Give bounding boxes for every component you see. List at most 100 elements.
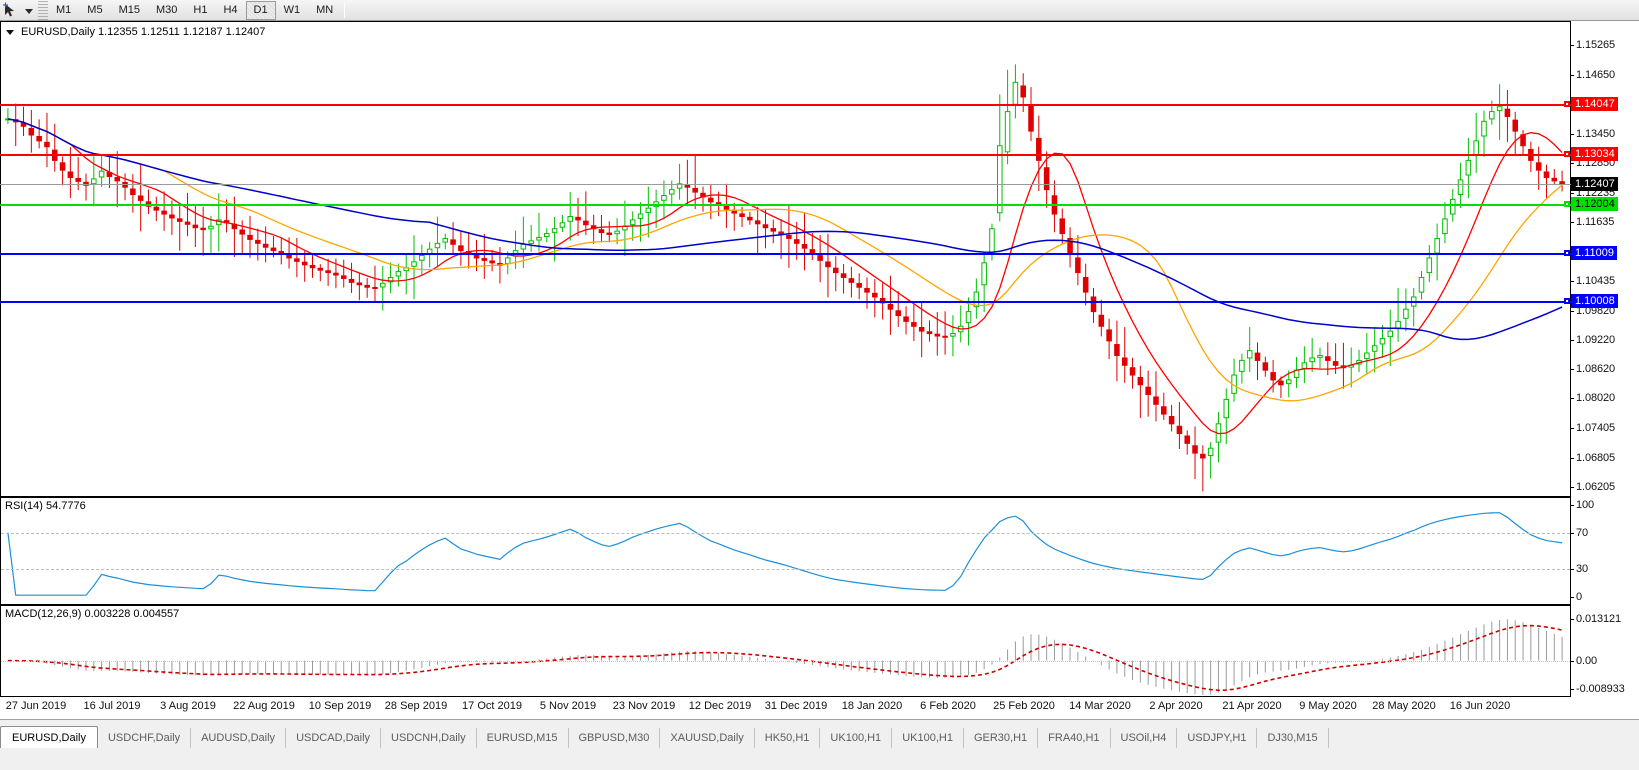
macd-indicator-panel[interactable]: MACD(12,26,9) 0.003228 0.004557	[0, 605, 1571, 697]
price-level-tag-black[interactable]: 1.12407	[1571, 177, 1618, 192]
price-axis-label: 1.10435	[1576, 274, 1616, 287]
price-axis-line	[1570, 21, 1571, 497]
level-handle[interactable]	[1564, 298, 1570, 305]
time-axis-label: 18 Jan 2020	[841, 700, 903, 712]
time-axis-label: 21 Apr 2020	[1222, 700, 1282, 712]
time-x-axis[interactable]: 27 Jun 2019 16 Jul 2019 3 Aug 2019 22 Aug 2…	[0, 697, 1639, 719]
price-tick	[1570, 75, 1574, 76]
level-line-resistance[interactable]	[0, 104, 1571, 107]
time-axis-label: 16 Jun 2020	[1449, 700, 1511, 712]
macd-tick	[1570, 660, 1574, 662]
price-level-tag-red[interactable]: 1.14047	[1571, 97, 1618, 112]
price-tick	[1570, 398, 1574, 400]
rsi-axis-label: 30	[1576, 563, 1589, 576]
candlestick-plot	[5, 64, 1565, 492]
price-chart-panel[interactable]	[0, 21, 1571, 497]
time-axis-label: 31 Dec 2019	[764, 700, 828, 712]
ma-mid-line	[7, 118, 1563, 402]
time-axis-label: 5 Nov 2019	[539, 700, 597, 712]
toolbar-separator	[344, 2, 346, 18]
price-tick	[1570, 339, 1574, 341]
chart-tab-dj30-m15[interactable]: DJ30,M15	[1257, 728, 1329, 748]
chart-tab-uk100-h1[interactable]: UK100,H1	[820, 728, 893, 748]
time-axis-label: 3 Aug 2019	[160, 700, 216, 712]
macd-label: MACD(12,26,9) 0.003228 0.004557	[5, 608, 180, 620]
time-axis-label: 25 Feb 2020	[993, 700, 1055, 712]
price-y-axis[interactable]: 1.15265 1.14650 1.13450 1.12850 1.12235 1.116…	[1570, 21, 1639, 497]
price-axis-label: 1.14650	[1576, 69, 1616, 81]
timeframe-button-h1[interactable]: H1	[193, 4, 208, 16]
macd-axis-label: 0.013121	[1576, 613, 1622, 625]
rsi-axis-label: 0	[1576, 591, 1583, 603]
level-handle[interactable]	[1564, 249, 1570, 256]
level-handle[interactable]	[1564, 201, 1570, 208]
timeframe-button-m30[interactable]: M30	[155, 4, 178, 16]
rsi-level-line	[1, 532, 1570, 534]
price-tick	[1570, 222, 1574, 224]
time-axis-label: 16 Jul 2019	[83, 700, 141, 712]
price-tick	[1570, 192, 1574, 194]
time-axis-label: 22 Aug 2019	[233, 700, 295, 712]
time-axis-label: 2 Apr 2020	[1149, 700, 1203, 712]
chart-tab-eurusd-daily[interactable]: EURUSD,Daily	[0, 726, 98, 748]
ma-fast-line	[7, 118, 1563, 435]
chevron-down-icon[interactable]	[22, 1, 36, 20]
chart-tab-xauusd-daily[interactable]: XAUUSD,Daily	[660, 728, 755, 748]
chart-tab-usdcad-daily[interactable]: USDCAD,Daily	[286, 728, 382, 748]
rsi-axis-label: 70	[1576, 526, 1589, 539]
timeframe-button-m1[interactable]: M1	[56, 4, 72, 16]
rsi-label: RSI(14) 54.7776	[5, 500, 86, 512]
chart-tab-hk50-h1[interactable]: HK50,H1	[755, 728, 821, 748]
level-line-resistance[interactable]	[0, 153, 1571, 156]
chart-tab-usdjpy-h1[interactable]: USDJPY,H1	[1177, 728, 1258, 748]
timeframe-button-d1[interactable]: D1	[245, 0, 276, 20]
price-axis-label: 1.09220	[1576, 333, 1616, 346]
chart-tab-usoil-h4[interactable]: USOil,H4	[1111, 728, 1178, 748]
level-handle[interactable]	[1564, 101, 1570, 108]
level-line-current-price[interactable]	[0, 184, 1571, 186]
timeframe-button-m5[interactable]: M5	[87, 4, 103, 16]
rsi-y-axis[interactable]: 100 70 30 0	[1570, 497, 1639, 605]
price-level-tag-green[interactable]: 1.12004	[1571, 197, 1618, 212]
level-line-support[interactable]	[0, 252, 1571, 255]
price-axis-label: 1.06205	[1576, 481, 1616, 493]
price-tick	[1570, 45, 1574, 46]
timeframe-button-w1[interactable]: W1	[283, 4, 301, 16]
chart-tab-eurusd-m15[interactable]: EURUSD,M15	[477, 728, 569, 748]
chart-tab-ger30-h1[interactable]: GER30,H1	[964, 728, 1039, 748]
toolbar-grip[interactable]	[38, 0, 48, 20]
chart-tab-uk100-h1[interactable]: UK100,H1	[892, 728, 964, 748]
level-line-support[interactable]	[0, 204, 1571, 207]
macd-axis-line	[1570, 605, 1571, 697]
price-tick	[1570, 487, 1574, 488]
price-axis-label: 1.06805	[1576, 451, 1616, 464]
price-level-tag-blue[interactable]: 1.11009	[1571, 245, 1617, 260]
symbol-info-header: EURUSD,Daily 1.12355 1.12511 1.12187 1.1…	[6, 26, 265, 38]
triangle-down-icon[interactable]	[6, 29, 14, 35]
timeframe-button-mn[interactable]: MN	[316, 4, 334, 16]
rsi-axis-label: 100	[1576, 499, 1595, 511]
timeframe-button-m15[interactable]: M15	[118, 4, 140, 16]
timeframe-button-h4[interactable]: H4	[223, 4, 238, 16]
chart-tab-usdchf-daily[interactable]: USDCHF,Daily	[98, 728, 192, 748]
chart-tab-fra40-h1[interactable]: FRA40,H1	[1038, 728, 1111, 748]
chart-tab-audusd-daily[interactable]: AUDUSD,Daily	[191, 728, 287, 748]
time-axis-label: 9 May 2020	[1299, 700, 1357, 712]
price-level-tag-red[interactable]: 1.13034	[1571, 146, 1618, 161]
crosshair-cursor-icon[interactable]	[0, 1, 22, 20]
price-tick	[1570, 162, 1574, 164]
time-axis-label: 6 Feb 2020	[920, 700, 976, 712]
price-axis-label: 1.11635	[1576, 216, 1615, 229]
macd-axis-label: 0.00	[1576, 654, 1598, 667]
chart-tab-usdcnh-daily[interactable]: USDCNH,Daily	[381, 728, 477, 748]
rsi-tick	[1570, 532, 1574, 534]
rsi-indicator-panel[interactable]: RSI(14) 54.7776	[0, 497, 1571, 605]
price-axis-label: 1.08020	[1576, 392, 1616, 405]
time-axis-label: 23 Nov 2019	[612, 700, 676, 712]
price-level-tag-blue[interactable]: 1.10008	[1571, 294, 1618, 309]
level-handle[interactable]	[1564, 150, 1570, 157]
chart-tab-gbpusd-m30[interactable]: GBPUSD,M30	[569, 728, 661, 748]
level-line-support[interactable]	[0, 301, 1571, 304]
macd-y-axis[interactable]: 0.013121 0.00 -0.008933	[1570, 605, 1639, 697]
macd-axis-label: -0.008933	[1576, 683, 1625, 695]
